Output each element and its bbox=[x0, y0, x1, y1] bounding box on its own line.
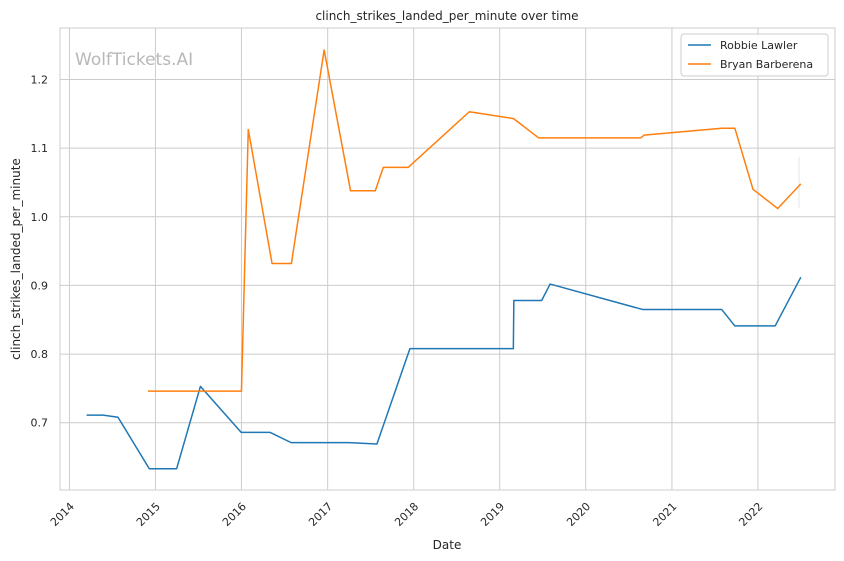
y-tick-label-0.8: 0.8 bbox=[31, 348, 49, 361]
legend-box bbox=[680, 33, 829, 77]
legend-label-bryan-barberena: Bryan Barberena bbox=[720, 58, 813, 71]
y-tick-label-0.7: 0.7 bbox=[31, 417, 49, 430]
y-tick-label-1.1: 1.1 bbox=[31, 142, 49, 155]
y-tick-label-1.2: 1.2 bbox=[31, 73, 49, 86]
plot-frame bbox=[59, 27, 836, 491]
y-tick-label-1.0: 1.0 bbox=[31, 211, 49, 224]
x-axis-label: Date bbox=[433, 538, 462, 552]
x-gridlines bbox=[68, 28, 759, 490]
watermark: WolfTickets.AI bbox=[75, 50, 193, 70]
series-line-bryan-barberena bbox=[147, 49, 802, 392]
y-axis-label: clinch_strikes_landed_per_minute bbox=[9, 158, 23, 360]
legend-label-robbie-lawler: Robbie Lawler bbox=[720, 39, 798, 52]
series-line-robbie-lawler bbox=[86, 276, 802, 470]
y-tick-label-0.9: 0.9 bbox=[31, 279, 49, 292]
y-tick-labels: 0.7 0.8 0.9 1.0 1.1 1.2 bbox=[31, 73, 49, 429]
chart-title: clinch_strikes_landed_per_minute over ti… bbox=[315, 9, 578, 23]
y-gridlines bbox=[60, 78, 835, 424]
series-layer bbox=[86, 49, 802, 470]
legend: Robbie Lawler Bryan Barberena bbox=[680, 33, 829, 77]
